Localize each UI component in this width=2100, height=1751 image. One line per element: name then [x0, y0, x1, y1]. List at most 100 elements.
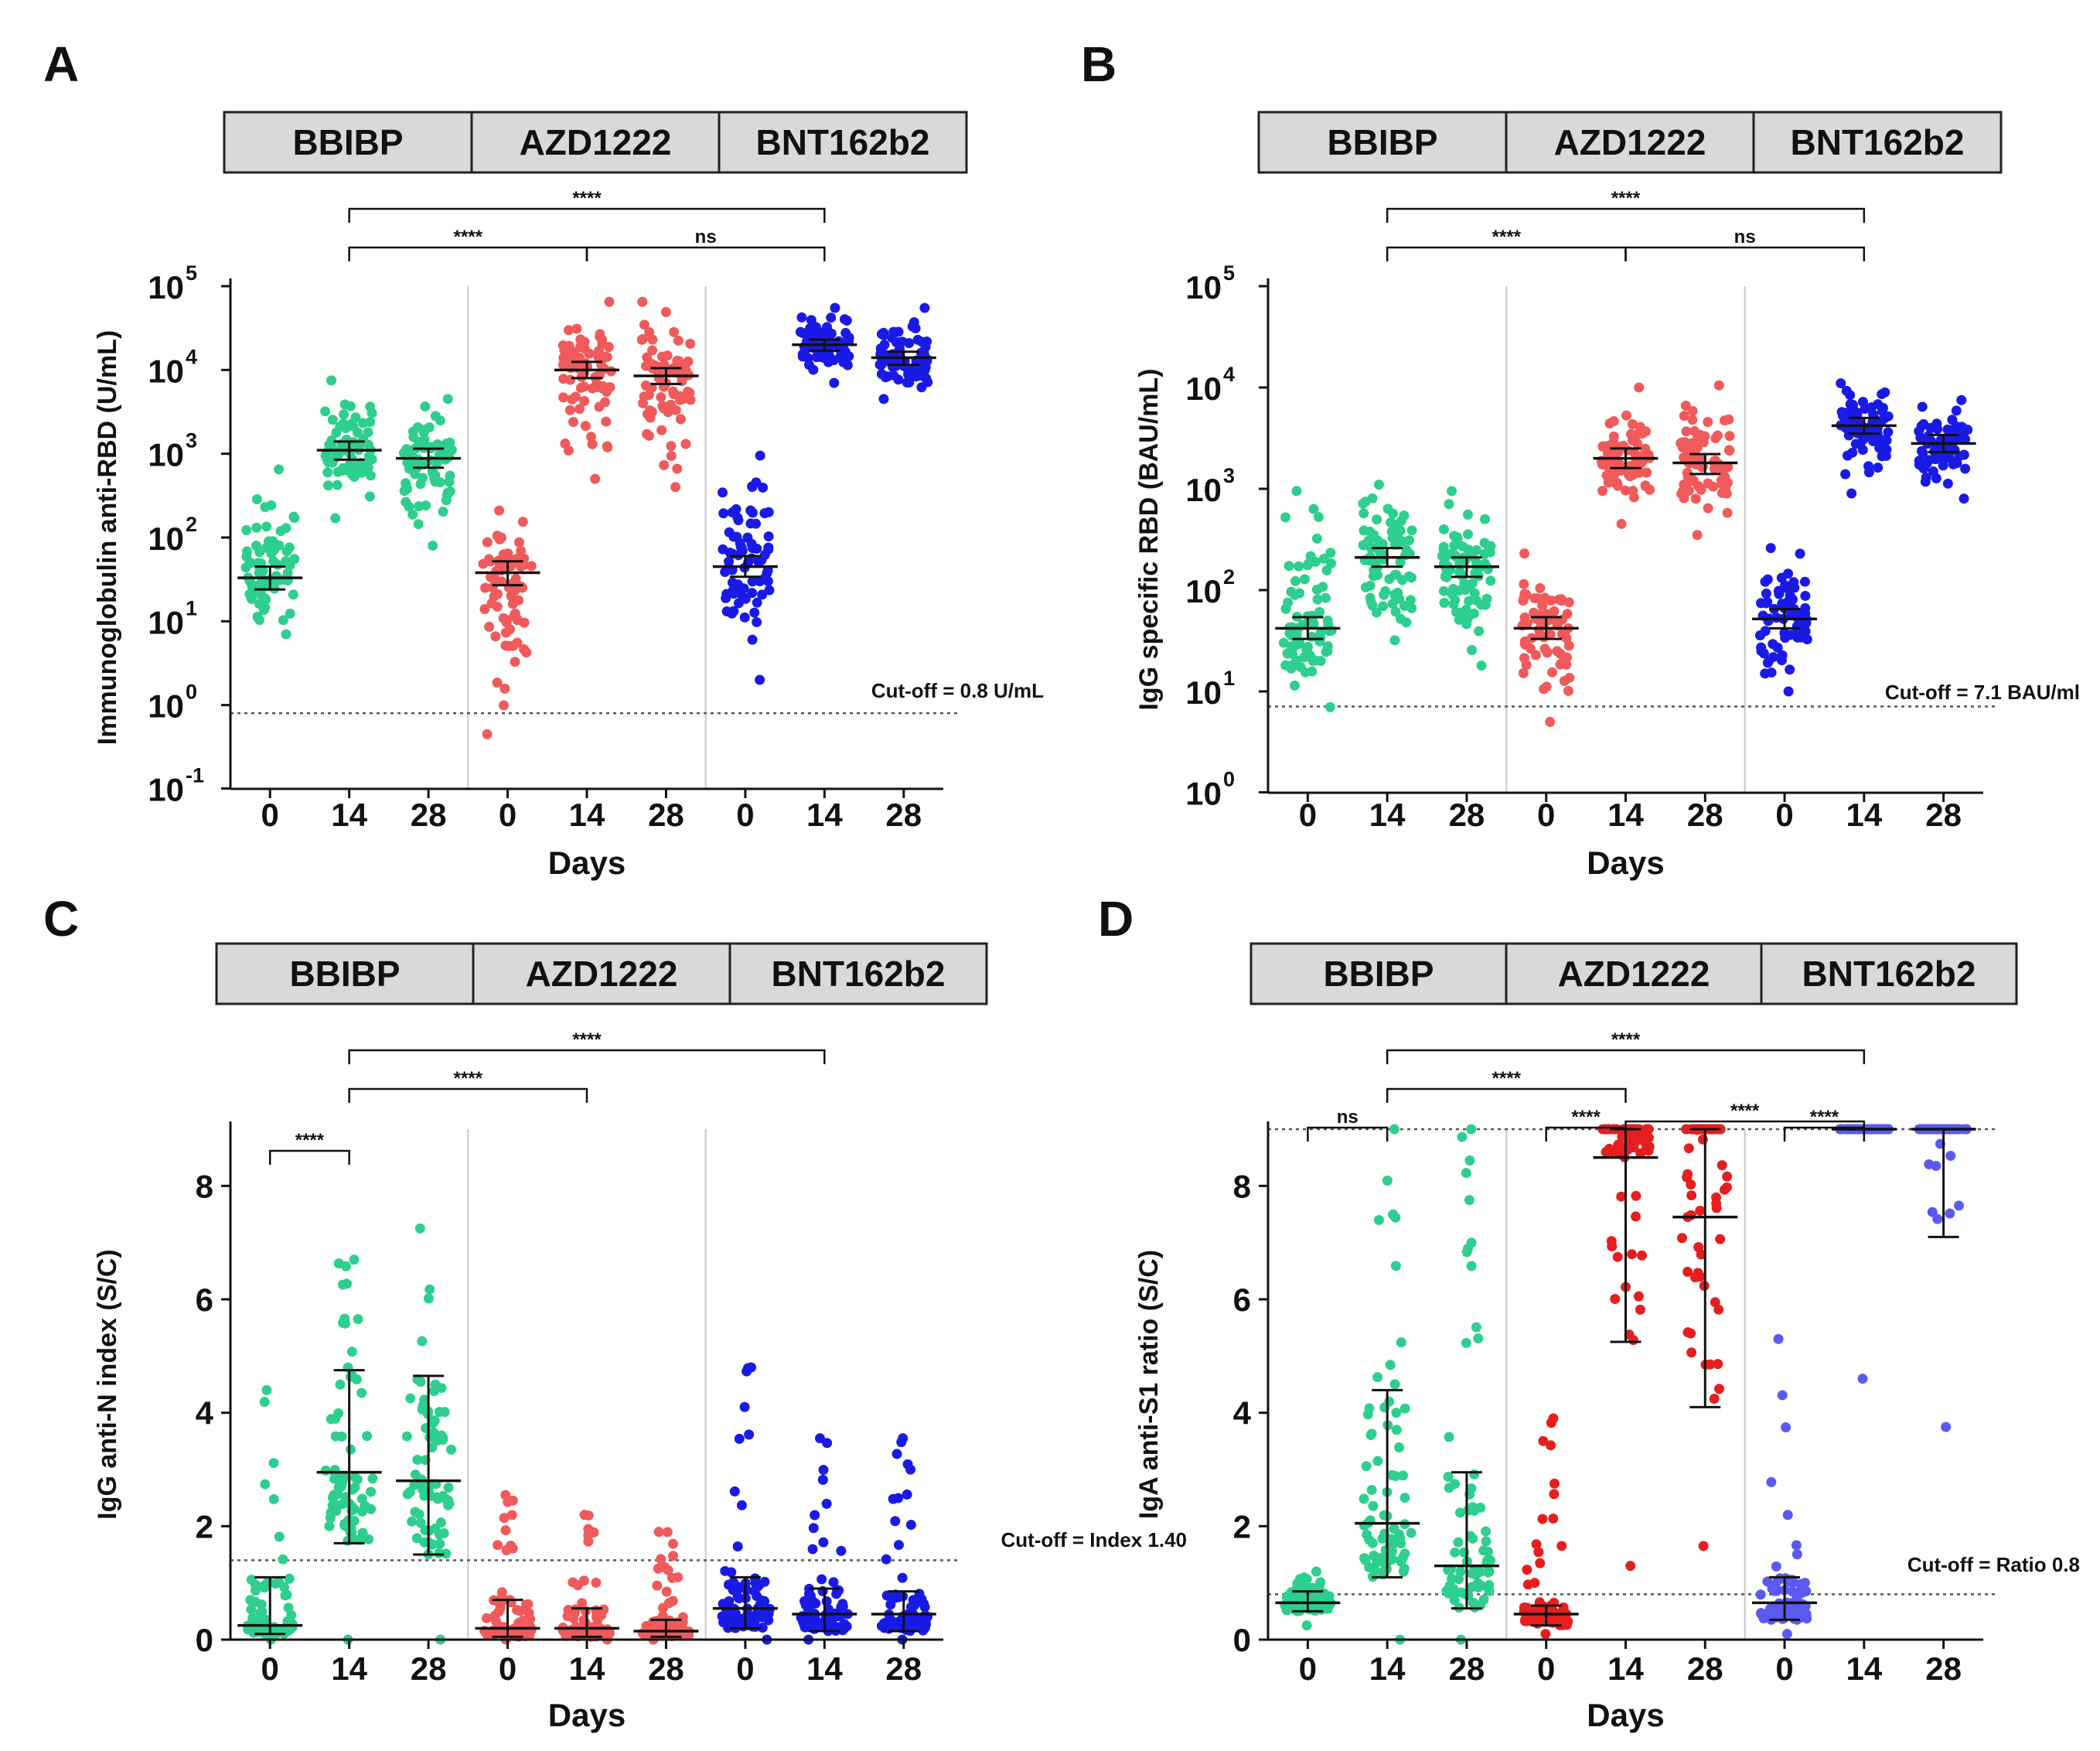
data-point — [349, 1254, 360, 1265]
panel-letter: B — [1081, 36, 1116, 92]
y-tick-label: 4 — [196, 1395, 214, 1432]
data-point — [366, 1504, 377, 1514]
data-point — [1372, 570, 1383, 581]
data-point — [1703, 503, 1713, 514]
significance-label: **** — [1492, 1068, 1522, 1089]
data-point — [1945, 1208, 1955, 1219]
data-point — [1710, 1192, 1721, 1203]
data-point — [430, 1379, 441, 1390]
data-point — [747, 576, 758, 587]
data-point — [660, 306, 671, 317]
data-point — [1478, 1545, 1489, 1556]
data-point — [333, 1408, 344, 1418]
data-point — [598, 1604, 609, 1615]
data-point — [887, 333, 898, 343]
data-point — [261, 521, 272, 532]
data-point — [366, 1486, 377, 1497]
data-point — [675, 414, 686, 425]
data-point — [288, 589, 298, 600]
significance-bracket: **** — [268, 1130, 350, 1165]
data-point — [1937, 433, 1948, 444]
data-point — [365, 470, 376, 481]
data-point — [1962, 425, 1973, 435]
data-point — [1932, 1213, 1943, 1224]
y-tick-exponent: 5 — [1223, 261, 1235, 285]
data-point — [1800, 616, 1811, 626]
data-point — [266, 1627, 277, 1638]
data-point — [1607, 476, 1618, 487]
data-point — [1541, 681, 1552, 692]
data-point — [1765, 543, 1776, 554]
data-point — [1688, 475, 1699, 486]
data-point — [890, 1516, 901, 1527]
data-point — [1463, 529, 1474, 540]
data-point — [430, 470, 441, 481]
y-tick-label: 2 — [1233, 1508, 1251, 1544]
data-point — [1406, 525, 1417, 536]
data-point — [441, 1548, 452, 1559]
data-point — [1785, 630, 1796, 640]
data-point — [507, 1495, 518, 1506]
data-point — [1519, 579, 1529, 589]
data-point — [443, 1495, 454, 1506]
data-point — [435, 415, 446, 426]
data-point — [1463, 544, 1474, 555]
data-point — [1698, 1541, 1709, 1551]
data-point — [407, 1516, 418, 1527]
panel-b: B BBIBP AZD1222 BNT162b2 Cut-off = 7.1 BAU/m… — [1081, 36, 2080, 881]
data-point — [718, 487, 728, 498]
data-point — [1873, 462, 1884, 473]
data-point — [749, 1585, 760, 1596]
data-point — [499, 700, 510, 711]
data-point — [813, 1621, 823, 1632]
data-point — [1925, 422, 1936, 433]
data-point — [423, 1293, 434, 1304]
data-point — [797, 351, 808, 362]
data-point — [1628, 486, 1638, 497]
data-point — [1464, 1155, 1475, 1166]
data-point — [1556, 1614, 1567, 1625]
data-point — [1312, 594, 1323, 605]
data-point — [357, 418, 368, 428]
bracket-line — [348, 207, 826, 223]
data-point — [1358, 540, 1369, 551]
data-point — [919, 302, 930, 313]
x-tick-label: 28 — [885, 1650, 922, 1687]
data-point — [1291, 486, 1302, 497]
data-point — [672, 463, 683, 474]
data-point — [260, 602, 271, 613]
y-tick-exponent: 0 — [186, 681, 197, 704]
data-point — [414, 1223, 425, 1234]
data-point — [1311, 584, 1322, 595]
summary-3 — [475, 560, 540, 587]
data-point — [428, 1418, 438, 1428]
data-point — [1927, 1207, 1938, 1217]
y-tick-label: 2 — [196, 1508, 213, 1544]
data-point — [1361, 1461, 1372, 1472]
data-point — [1788, 577, 1799, 588]
group-header-box — [1249, 942, 1508, 1005]
data-point — [263, 536, 274, 547]
data-point — [445, 1444, 456, 1455]
data-points-1 — [1358, 480, 1417, 646]
summary-1 — [1355, 547, 1420, 568]
data-point — [367, 1473, 378, 1484]
data-point — [251, 541, 261, 551]
data-point — [275, 526, 286, 537]
data-point — [1848, 404, 1859, 415]
data-points-3 — [1517, 548, 1575, 727]
data-point — [1388, 508, 1399, 519]
group-header-label: BBIBP — [1323, 954, 1434, 994]
data-point — [494, 534, 505, 544]
data-point — [1627, 419, 1638, 430]
data-point — [1942, 424, 1953, 435]
data-point — [799, 341, 810, 352]
data-point — [1365, 592, 1376, 603]
significance-bracket: **** — [348, 1068, 588, 1103]
data-point — [1931, 1160, 1941, 1171]
data-point — [734, 1433, 745, 1444]
data-point — [478, 558, 489, 569]
data-point — [1847, 447, 1858, 458]
data-point — [1454, 614, 1464, 625]
data-point — [1917, 401, 1928, 412]
